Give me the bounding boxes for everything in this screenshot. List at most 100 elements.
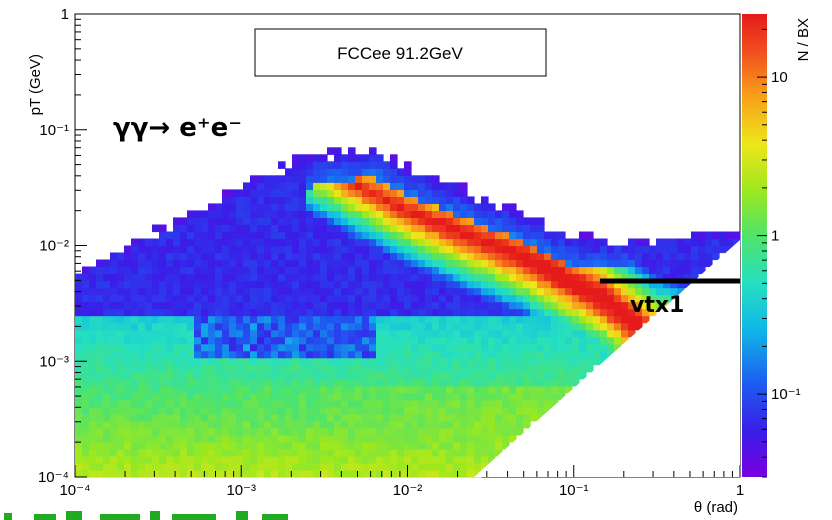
heatmap-cell: [334, 147, 342, 155]
heatmap-cell: [481, 231, 489, 240]
heatmap-cell: [425, 189, 433, 197]
heatmap-cell: [558, 315, 566, 324]
heatmap-cell: [383, 385, 391, 394]
heatmap-cell: [558, 259, 566, 268]
heatmap-cell: [341, 329, 349, 338]
heatmap-cell: [292, 350, 300, 359]
heatmap-cell: [250, 210, 258, 218]
heatmap-cell: [320, 364, 328, 373]
heatmap-cell: [621, 245, 629, 254]
heatmap-cell: [89, 266, 97, 275]
heatmap-cell: [418, 456, 426, 464]
heatmap-cell: [320, 378, 328, 387]
heatmap-cell: [138, 413, 146, 422]
heatmap-cell: [348, 231, 356, 240]
heatmap-cell: [159, 350, 167, 359]
heatmap-cell: [691, 231, 699, 240]
heatmap-cell: [579, 294, 587, 303]
heatmap-cell: [334, 238, 342, 247]
heatmap-cell: [208, 245, 216, 254]
heatmap-cell: [502, 364, 510, 373]
heatmap-cell: [313, 259, 321, 268]
heatmap-cell: [215, 252, 223, 261]
heatmap-cell: [698, 252, 706, 261]
heatmap-cell: [222, 463, 230, 471]
heatmap-cell: [649, 259, 657, 268]
heatmap-cell: [201, 364, 209, 373]
heatmap-cell: [509, 406, 517, 415]
heatmap-cell: [390, 259, 398, 268]
heatmap-cell: [243, 448, 251, 457]
heatmap-cell: [467, 463, 475, 471]
heatmap-cell: [138, 463, 146, 471]
heatmap-cell: [495, 336, 503, 345]
heatmap-cell: [194, 378, 202, 387]
heatmap-cell: [292, 336, 300, 345]
heatmap-cell: [341, 217, 349, 225]
heatmap-cell: [460, 329, 468, 338]
heatmap-cell: [649, 287, 657, 296]
heatmap-cell: [544, 385, 552, 394]
heatmap-cell: [593, 252, 601, 261]
heatmap-cell: [145, 456, 153, 464]
heatmap-cell: [362, 329, 370, 338]
heatmap-cell: [327, 147, 335, 155]
heatmap-cell: [593, 266, 601, 275]
heatmap-cell: [236, 441, 244, 450]
heatmap-cell: [341, 287, 349, 296]
heatmap-cell: [425, 399, 433, 408]
heatmap-cell: [208, 280, 216, 289]
heatmap-cell: [537, 245, 545, 254]
heatmap-cell: [271, 329, 279, 338]
heatmap-cell: [208, 357, 216, 366]
heatmap-cell: [530, 392, 538, 401]
heatmap-cell: [208, 259, 216, 268]
heatmap-cell: [446, 224, 454, 233]
heatmap-cell: [131, 413, 139, 422]
heatmap-cell: [334, 413, 342, 422]
heatmap-cell: [509, 371, 517, 380]
heatmap-cell: [446, 392, 454, 401]
heatmap-cell: [446, 259, 454, 268]
heatmap-cell: [278, 322, 286, 331]
heatmap-cell: [173, 217, 181, 225]
heatmap-cell: [222, 259, 230, 268]
heatmap-cell: [201, 266, 209, 275]
heatmap-cell: [152, 371, 160, 380]
heatmap-cell: [586, 245, 594, 254]
heatmap-cell: [306, 357, 314, 366]
heatmap-cell: [488, 456, 496, 464]
heatmap-cell: [166, 238, 174, 247]
heatmap-cell: [369, 238, 377, 247]
heatmap-cell: [75, 427, 83, 436]
heatmap-cell: [481, 385, 489, 394]
heatmap-cell: [285, 343, 293, 352]
heatmap-cell: [656, 245, 664, 254]
heatmap-cell: [180, 399, 188, 408]
heatmap-cell: [551, 343, 559, 352]
heatmap-cell: [131, 322, 139, 331]
heatmap-cell: [320, 210, 328, 218]
heatmap-cell: [250, 434, 258, 443]
heatmap-cell: [89, 287, 97, 296]
heatmap-cell: [418, 252, 426, 261]
heatmap-cell: [369, 315, 377, 324]
heatmap-cell: [257, 343, 265, 352]
heatmap-cell: [551, 357, 559, 366]
heatmap-cell: [313, 448, 321, 457]
heatmap-cell: [117, 413, 125, 422]
heatmap-cell: [131, 463, 139, 471]
heatmap-cell: [299, 322, 307, 331]
heatmap-cell: [565, 252, 573, 261]
heatmap-cell: [425, 196, 433, 204]
heatmap-cell: [523, 385, 531, 394]
heatmap-cell: [376, 350, 384, 359]
heatmap-cell: [397, 427, 405, 436]
heatmap-cell: [117, 329, 125, 338]
heatmap-cell: [614, 322, 622, 331]
heatmap-cell: [180, 287, 188, 296]
heatmap-cell: [285, 406, 293, 415]
heatmap-cell: [222, 336, 230, 345]
heatmap-cell: [467, 448, 475, 457]
heatmap-cell: [383, 470, 391, 478]
